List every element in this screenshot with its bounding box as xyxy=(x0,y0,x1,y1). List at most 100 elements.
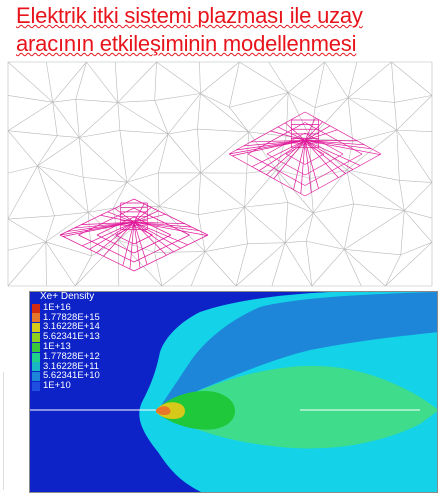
component-edge xyxy=(304,121,323,141)
mesh-edge xyxy=(7,95,53,103)
component-edge xyxy=(266,132,306,155)
component-edge xyxy=(129,222,135,270)
mesh-edge xyxy=(7,218,47,243)
mesh-edge xyxy=(385,242,433,287)
mesh-edge xyxy=(154,61,157,101)
component-edge xyxy=(133,221,167,256)
mesh-edge xyxy=(284,212,314,243)
mesh-edge xyxy=(45,241,76,287)
legend-label: 5.62341E+13 xyxy=(43,331,100,343)
mesh-edge xyxy=(83,176,127,183)
mesh-edge xyxy=(52,61,87,103)
component-edge xyxy=(133,225,153,236)
contour-level-core xyxy=(156,390,235,430)
mesh-edge xyxy=(305,241,313,287)
mesh-edge xyxy=(154,251,206,253)
component-edge xyxy=(250,140,306,143)
component-edge xyxy=(304,122,363,155)
legend-entry: 3.16228E+14 xyxy=(32,322,100,333)
mesh-edge xyxy=(229,107,249,133)
mesh-edge xyxy=(79,130,120,138)
mesh-edge xyxy=(52,102,58,136)
component-edge xyxy=(96,216,135,236)
mesh-edge xyxy=(284,202,289,243)
component-edge xyxy=(304,140,319,189)
mesh-edge xyxy=(346,169,354,205)
mesh-edge xyxy=(78,137,84,178)
component-edge xyxy=(81,221,135,225)
mesh-edge xyxy=(52,99,76,103)
mesh-edge xyxy=(396,129,433,183)
legend-label: 5.62341E+10 xyxy=(43,370,100,382)
mesh-edge xyxy=(7,130,38,167)
mesh-edge xyxy=(310,178,314,213)
component-edge xyxy=(304,140,361,166)
component-edge xyxy=(133,221,181,249)
mesh-edge xyxy=(197,129,201,173)
component-edge xyxy=(115,225,135,236)
mesh-edge xyxy=(244,202,288,208)
mesh-edge xyxy=(37,165,89,213)
component-edge xyxy=(103,221,135,257)
component-edge xyxy=(228,111,306,155)
mesh-edge xyxy=(347,97,354,142)
mesh-edge xyxy=(158,205,199,215)
legend-swatch xyxy=(32,323,40,333)
legend-entry: 5.62341E+13 xyxy=(32,331,100,343)
mesh-edge xyxy=(396,129,433,132)
mesh-svg xyxy=(7,61,433,287)
legend-swatch xyxy=(32,303,40,313)
component-edge xyxy=(96,234,135,254)
component-edge xyxy=(115,234,135,245)
mesh-edge xyxy=(204,206,245,252)
mesh-edge xyxy=(306,240,345,250)
mesh-edge xyxy=(344,249,362,287)
mesh-edge xyxy=(82,177,89,213)
mesh-edge xyxy=(313,169,348,214)
contour-level-orange xyxy=(156,406,171,416)
mesh-edge xyxy=(158,205,206,252)
legend-label: 1.77828E+15 xyxy=(43,311,100,323)
legend-entry: 1E+16 xyxy=(32,302,71,313)
slide-edge-marker xyxy=(0,372,4,490)
background-mesh-grid xyxy=(7,61,433,287)
mesh-edge xyxy=(313,203,354,214)
mesh-edge xyxy=(205,243,248,252)
mesh-edge xyxy=(114,61,119,103)
component-edge xyxy=(133,221,208,236)
mesh-edge xyxy=(347,61,392,99)
component-edge xyxy=(266,140,306,175)
legend-label: 3.16228E+11 xyxy=(43,360,100,372)
mesh-edge xyxy=(112,182,128,209)
slide-title-line-1: Elektrik itki sistemi plazması ile uzay xyxy=(16,3,363,28)
mesh-edge xyxy=(310,138,348,171)
mesh-edge xyxy=(344,203,354,250)
mesh-edge xyxy=(156,61,201,94)
mesh-edge xyxy=(57,135,80,138)
mesh-edge xyxy=(271,242,286,287)
mesh-edge xyxy=(37,165,84,178)
component-edge xyxy=(133,221,192,228)
component-edge xyxy=(133,216,172,236)
mesh-edge xyxy=(119,130,128,183)
mesh-edge xyxy=(244,207,248,244)
mesh-edge xyxy=(158,133,169,173)
component-edge xyxy=(273,140,306,179)
mesh-edge xyxy=(313,212,345,250)
legend-swatch xyxy=(32,313,40,323)
mesh-edge xyxy=(348,97,395,103)
mesh-edge xyxy=(346,169,405,211)
legend-swatch xyxy=(32,342,40,352)
mesh-edge xyxy=(394,102,398,131)
mesh-edge xyxy=(45,215,55,243)
component-edge xyxy=(304,140,372,150)
mesh-edge xyxy=(7,165,38,220)
component-edge xyxy=(304,140,365,146)
mesh-edge xyxy=(198,172,201,215)
mesh-edge xyxy=(404,182,433,211)
mesh-edge xyxy=(117,61,157,103)
mesh-edge xyxy=(248,92,289,133)
mesh-edge xyxy=(314,61,325,108)
mesh-edge xyxy=(246,169,277,174)
mesh-edge xyxy=(229,92,289,108)
